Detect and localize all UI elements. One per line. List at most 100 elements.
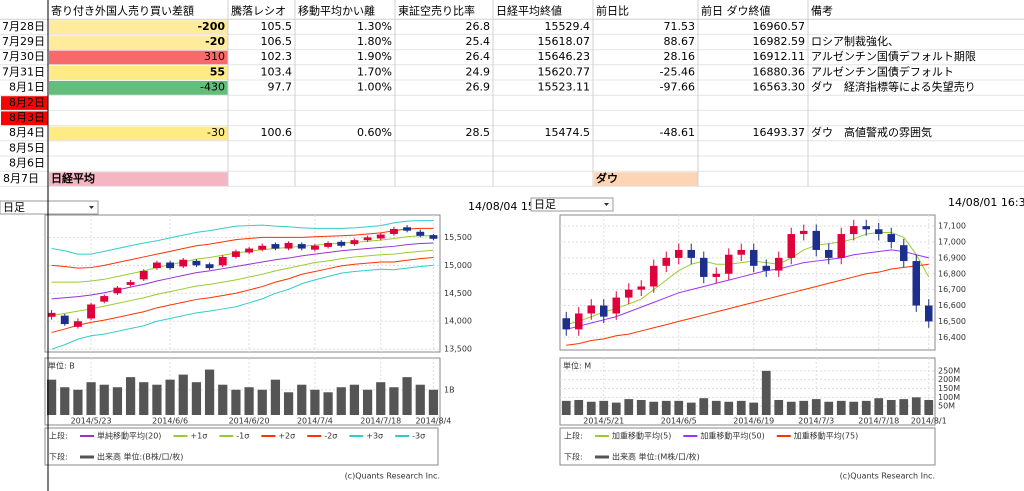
legend-entry: 加重移動平均(5) [612,431,671,441]
volume-bar [624,399,634,415]
volume-bar [636,399,646,415]
x-tick-label: 2014/7/18 [360,417,401,426]
cell: 15620.77 [538,65,591,78]
volume-bar [674,400,684,415]
legend-entry: 単純移動平均(20) [97,431,161,441]
volume-bar [811,399,821,415]
cell: 日経平均 [51,171,95,185]
cell: 26.9 [466,81,491,94]
volume-tick-label: 250M [938,366,960,375]
candle-body [750,249,758,266]
volume-bar [297,384,307,415]
x-tick-label: 2014/8/1 [911,417,947,426]
cell: ロシア制裁強化、 [811,34,899,48]
candle-body [725,254,733,274]
cell: 97.7 [268,81,293,94]
candle-body [376,234,385,239]
volume-bar [586,401,596,415]
volume-bar [178,374,188,415]
candle-body [700,257,708,277]
candle-body [887,234,895,242]
volume-bar [736,400,746,415]
indicator-line [566,231,930,326]
candle-body [925,305,933,322]
volume-bar [574,399,584,415]
cell: 25.4 [466,35,491,48]
candle-body [271,244,280,249]
volume-bar [204,369,215,415]
cell: 1.30% [357,20,392,33]
volume-bar [824,401,834,415]
cell: 28.5 [466,126,491,139]
cell: 26.4 [466,50,491,63]
candle-body [113,287,122,294]
candle-body [139,270,148,280]
cell-fill [49,35,228,50]
cell: 15618.07 [538,35,591,48]
cell: -97.66 [660,81,695,94]
volume-bar [911,397,921,415]
candle-body [562,318,570,330]
candle-body [825,249,833,258]
volume-bar [257,389,267,415]
candle-body [100,296,109,302]
candle-body [600,305,608,317]
header-cell: 騰落レシオ [231,4,286,18]
cell-fill [1,96,48,111]
cell: 0.60% [357,126,392,139]
volume-bar [362,389,373,415]
header-cell: 東証空売り比率 [398,4,475,18]
volume-frame [559,357,936,426]
x-tick-label: 2014/6/19 [733,417,774,426]
candle-body [350,240,359,245]
cell: 105.5 [261,20,293,33]
cell-fill [49,50,228,65]
volume-bar [244,387,254,415]
indicator-line [51,227,434,269]
nikkei-chart: 日足 14/08/04 15 13,500 14,000 14,500 15,000 15,… [0,200,535,481]
cell: ダウ 経済指標等による失望売り [811,80,976,94]
row-label: 8月1日 [9,81,45,94]
period-dropdown[interactable] [0,200,99,215]
cell: 16982.59 [753,35,806,48]
x-tick-label: 2014/6/5 [661,417,697,426]
cell: 71.53 [664,20,696,33]
row-label: 7月31日 [2,65,45,78]
volume-bar [874,398,884,415]
volume-bar [99,384,109,415]
cell: 16960.57 [753,20,806,33]
volume-bar [561,400,571,415]
volume-bar [724,401,734,415]
candle-body [625,289,633,298]
candle-body [403,227,412,231]
cell-fill [49,20,228,35]
x-tick-label: 2014/6/20 [229,417,270,426]
candle-body [712,273,720,277]
row-label: 8月4日 [9,126,45,139]
candle-body [650,265,658,287]
cell: -30 [207,126,225,139]
volume-bar [649,401,659,415]
legend-entry: +2σ [278,432,295,441]
period-dropdown[interactable] [530,197,614,212]
indicator-line [566,249,929,330]
timestamp: 14/08/04 15 [468,200,535,213]
y-tick-label: 16,600 [938,301,966,310]
volume-bar [428,389,439,415]
y-tick-label: 16,800 [938,269,966,278]
candle-body [687,249,695,258]
cell: 100.6 [261,126,293,139]
cell: 1.90% [357,50,392,63]
legend-upper-label: 上段: [564,431,583,441]
timestamp: 14/08/01 16:30 [948,196,1024,209]
indicator-line [51,249,434,317]
volume-bar [112,387,123,415]
cell: 28.16 [664,50,696,63]
volume-unit: 単位: B [48,361,75,371]
candle-body [389,228,398,235]
credit: (c)Quants Research Inc. [840,472,935,481]
volume-bar [686,402,696,415]
volume-bar [139,382,149,415]
period-label: 日足 [534,198,556,211]
cell: アルゼンチン国債デフォルト [811,64,954,78]
